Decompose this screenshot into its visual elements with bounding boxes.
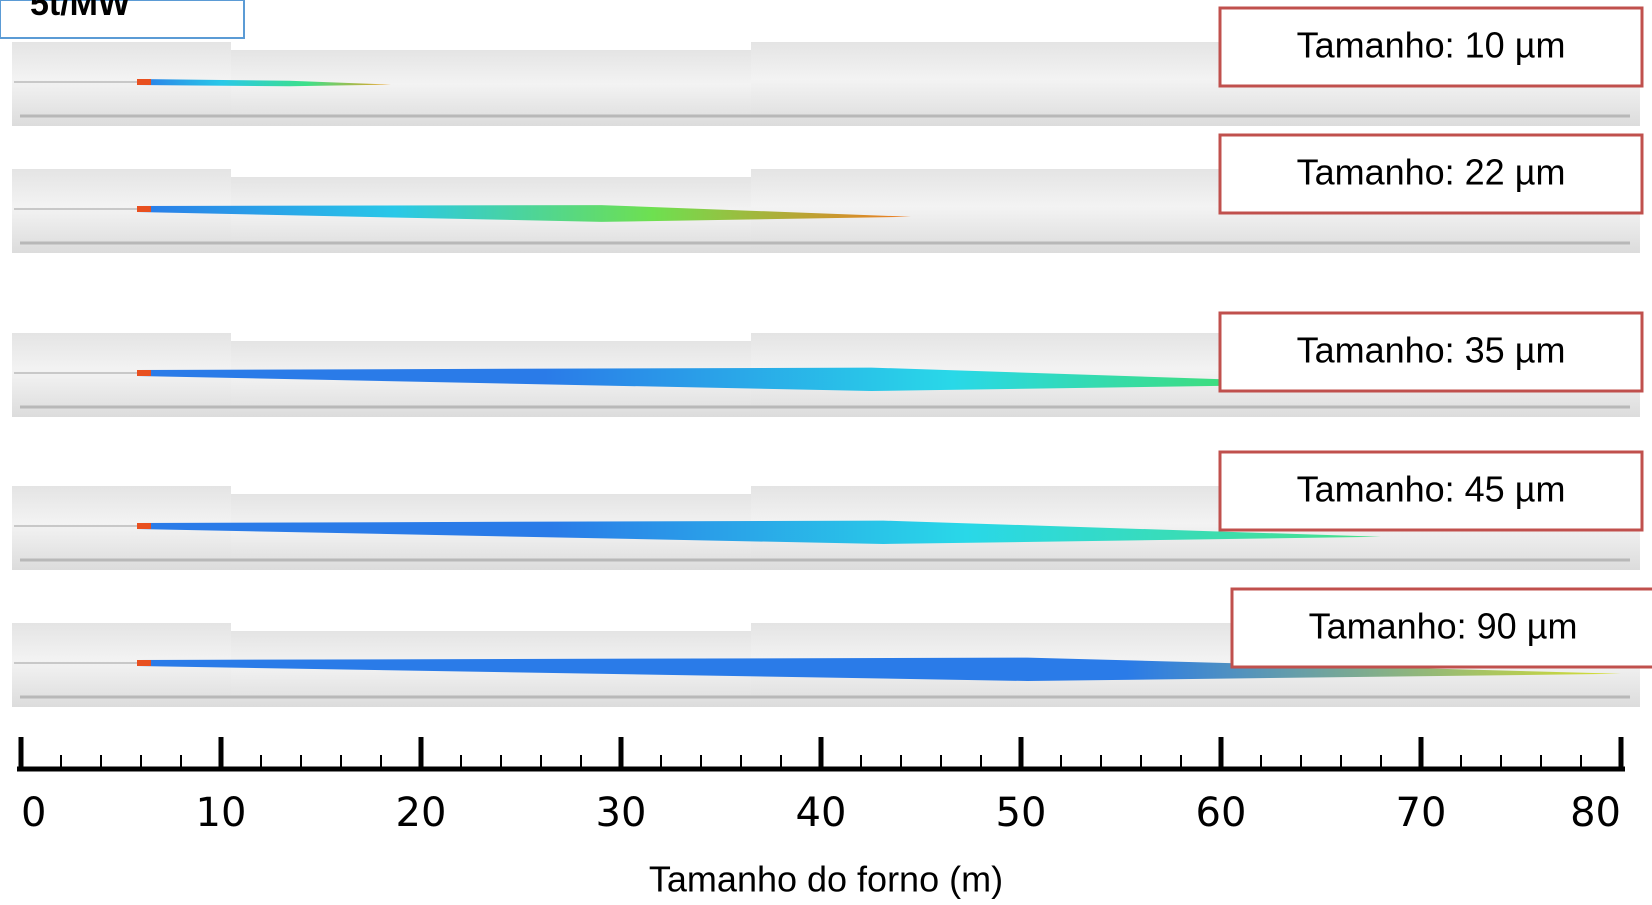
kiln-panel: Tamanho: 45 µm [12,450,1644,570]
size-label: Tamanho: 10 µm [1297,25,1566,66]
kiln-panel: Tamanho: 35 µm [12,311,1644,417]
size-label: Tamanho: 90 µm [1309,606,1578,647]
size-label-box [1230,587,1652,669]
corner-box [0,0,245,39]
size-label: Tamanho: 45 µm [1297,469,1566,510]
burner-tip [137,370,151,376]
tick-label: 40 [796,790,847,836]
tick-label: 50 [996,790,1047,836]
kiln-panel: Tamanho: 10 µm [12,6,1644,126]
particle-plume [137,205,911,222]
scale-title: Tamanho do forno (m) [649,859,1003,900]
burner-tip [137,523,151,529]
tick-label: 30 [596,790,647,836]
burner-tip [137,206,151,212]
kiln-mid [231,50,751,126]
corner-label: 5t/MW [30,0,131,23]
tick-label: 70 [1396,790,1447,836]
particle-plume [137,367,1361,391]
size-label-box [1218,450,1644,532]
tick-label: 0 [21,790,46,836]
kiln-panel: Tamanho: 90 µm [12,587,1652,707]
kiln-panel: Tamanho: 22 µm [12,133,1644,253]
size-label-box [1218,6,1644,88]
tick-label: 80 [1570,790,1621,836]
size-label: Tamanho: 35 µm [1297,330,1566,371]
tick-label: 20 [396,790,447,836]
size-label-box [1218,311,1644,393]
burner-tip [137,660,151,666]
tick-label: 60 [1196,790,1247,836]
particle-plume [137,657,1621,681]
size-label: Tamanho: 22 µm [1297,152,1566,193]
tick-label: 10 [196,790,247,836]
particle-plume [137,520,1381,544]
size-label-box [1218,133,1644,215]
burner-tip [137,79,151,85]
particle-plume [137,79,391,87]
